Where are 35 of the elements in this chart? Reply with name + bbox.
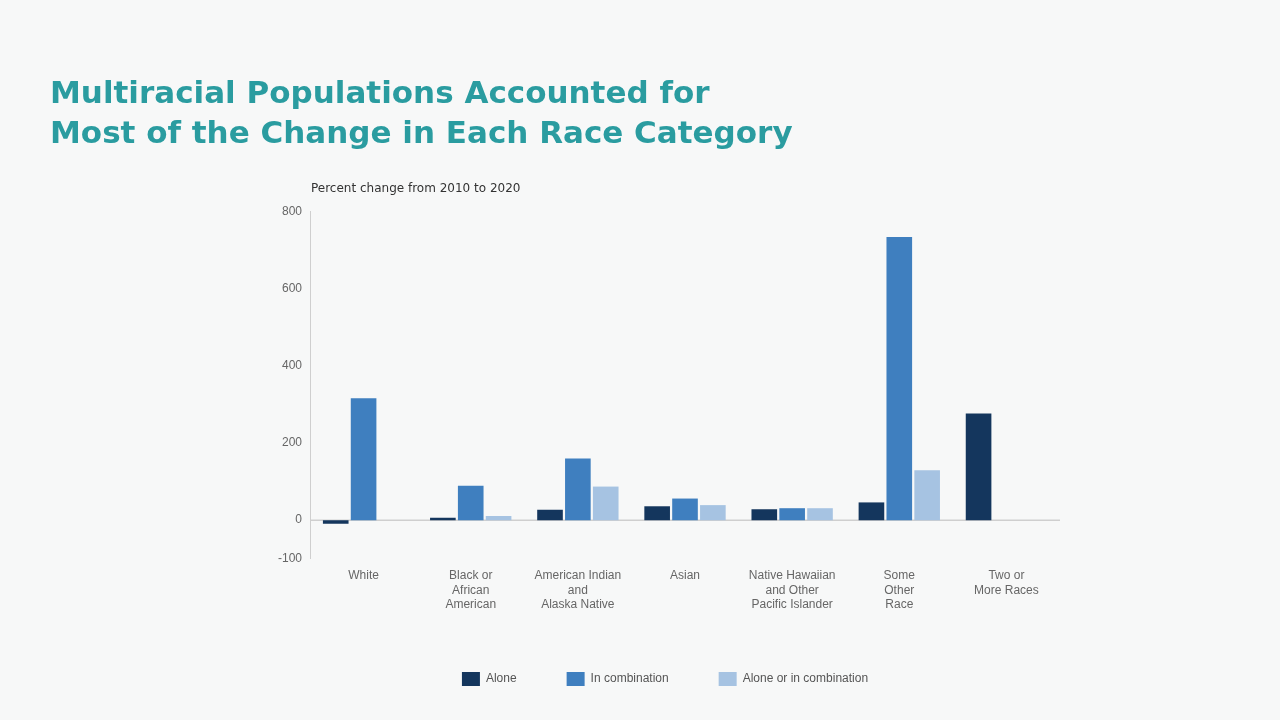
legend-label: In combination — [590, 671, 669, 686]
y-tick-label: 800 — [281, 203, 303, 218]
bar — [644, 506, 670, 521]
bar — [457, 485, 484, 521]
x-tick-label: Black or African American — [445, 568, 497, 612]
y-tick-label: -100 — [277, 551, 303, 566]
x-tick-label: Asian — [669, 568, 701, 583]
bar — [592, 486, 619, 521]
y-tick-label: 200 — [281, 435, 303, 450]
x-tick-label: American Indian and Alaska Native — [534, 568, 622, 612]
y-axis-title: Percent change from 2010 to 2020 — [311, 181, 521, 195]
bar — [914, 470, 940, 521]
x-tick-label: Some Other Race — [883, 568, 916, 612]
bar — [485, 515, 512, 521]
x-tick-label: Two or More Races — [974, 568, 1039, 597]
bar — [751, 509, 778, 521]
bar — [322, 520, 349, 524]
y-tick-label: 400 — [281, 358, 303, 372]
bar — [700, 505, 726, 521]
bar — [537, 509, 563, 521]
y-tick-label: 0 — [295, 512, 303, 527]
bar — [886, 237, 913, 521]
bar — [779, 508, 805, 521]
bar — [965, 413, 992, 521]
x-tick-label: Native Hawaiian and Other Pacific Islander — [748, 568, 836, 612]
bar — [672, 498, 698, 521]
chart-title: Multiracial Populations Accounted for Most of the Change in Each Race Category — [50, 73, 793, 152]
bar — [807, 508, 833, 521]
y-tick-label: 600 — [281, 280, 303, 295]
bar — [565, 458, 591, 521]
legend-label: Alone — [485, 671, 517, 686]
bar — [858, 502, 885, 521]
x-tick-label: White — [348, 568, 380, 583]
bar — [350, 398, 377, 521]
legend-label: Alone or in combination — [742, 671, 869, 686]
